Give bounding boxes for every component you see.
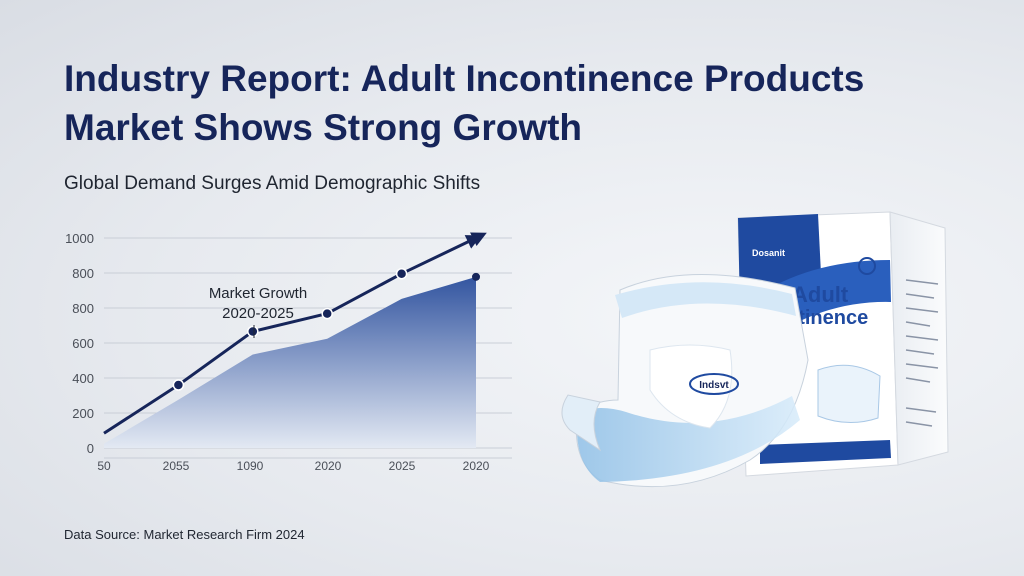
growth-line: [103, 235, 482, 435]
line-point: [395, 267, 408, 280]
diaper-logo-badge: [689, 373, 739, 395]
y-tick-label: 800: [72, 266, 94, 281]
x-tick-label: 50: [97, 459, 111, 473]
x-tick-label: 2055: [163, 459, 190, 473]
x-tick-label: 2020: [315, 459, 342, 473]
title-line-1: Industry Report: Adult Incontinence Prod…: [64, 58, 865, 99]
product-illustration: Dosanit Adult ntinence Indsvt: [561, 211, 949, 488]
data-source: Data Source: Market Research Firm 2024: [64, 527, 305, 542]
y-tick-label: 1000: [65, 231, 94, 246]
growth-chart: 0 200 400 600 800 800 1000 50 2055 1090 2020 2025 2…: [65, 231, 512, 473]
annotation-line-2: 2020-2025: [222, 305, 294, 322]
y-tick-label: 600: [72, 336, 94, 351]
diaper: Indsvt: [561, 274, 809, 488]
page-title: Industry Report: Adult Incontinence Prod…: [64, 54, 964, 152]
x-tick-label: 2020: [463, 459, 490, 473]
diaper-logo: Indsvt: [699, 380, 729, 391]
package-text-lines: [905, 279, 939, 427]
y-tick-label: 800: [72, 301, 94, 316]
x-tick-label: 1090: [237, 459, 264, 473]
y-axis-ticks: 0 200 400 600 800 800 1000: [65, 231, 94, 456]
x-tick-label: 2025: [389, 459, 416, 473]
growth-arrow-icon: [470, 232, 487, 247]
package-seal-icon: [858, 257, 876, 275]
line-point: [247, 325, 259, 338]
area-fill: [104, 276, 476, 448]
line-point: [321, 307, 333, 320]
area-end-marker: [472, 272, 480, 281]
line-series: [103, 232, 487, 435]
package-diaper-image: [817, 364, 881, 423]
line-point: [172, 379, 185, 391]
y-tick-label: 0: [87, 441, 94, 456]
package-title-line-2: ntinence: [786, 307, 868, 329]
subtitle: Global Demand Surges Amid Demographic Sh…: [64, 173, 481, 194]
annotation-line-1: Market Growth: [209, 285, 307, 302]
package-brand: Dosanit: [752, 248, 785, 258]
x-axis-ticks: 50 2055 1090 2020 2025 2020: [97, 459, 489, 473]
area-series: [104, 272, 480, 448]
title-line-2: Market Shows Strong Growth: [64, 107, 583, 148]
package-title-line-1: Adult: [792, 282, 849, 307]
y-tick-label: 200: [72, 406, 94, 421]
y-tick-label: 400: [72, 371, 94, 386]
